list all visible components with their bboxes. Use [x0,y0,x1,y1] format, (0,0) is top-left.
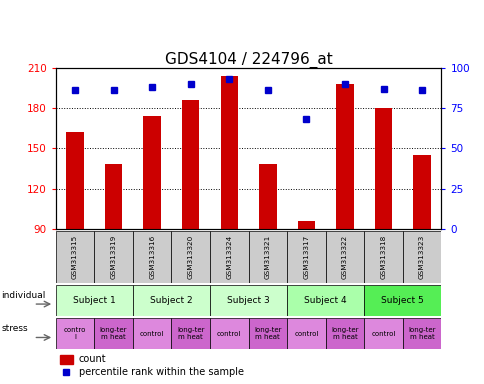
Bar [220,76,238,229]
Bar [171,318,210,349]
Bar [287,285,363,316]
Bar [287,318,325,349]
Bar [363,285,440,316]
Bar [297,221,315,229]
Bar [56,285,133,316]
Text: GSM313319: GSM313319 [110,235,116,279]
Text: stress: stress [1,324,28,333]
Text: long-ter
m heat: long-ter m heat [177,327,204,340]
Text: percentile rank within the sample: percentile rank within the sample [79,367,243,377]
Text: Subject 2: Subject 2 [150,296,192,305]
Bar [171,231,210,283]
Text: Subject 4: Subject 4 [304,296,346,305]
Bar [210,285,287,316]
Bar [374,108,392,229]
Text: individual: individual [1,291,45,300]
Text: Subject 1: Subject 1 [73,296,116,305]
Bar [133,231,171,283]
Bar [66,132,84,229]
Text: GSM313318: GSM313318 [380,235,386,279]
Text: long-ter
m heat: long-ter m heat [254,327,281,340]
Bar [325,231,363,283]
Bar [402,318,440,349]
Bar [182,100,199,229]
Bar [133,285,210,316]
Bar [56,231,94,283]
Bar [143,116,161,229]
Bar [210,318,248,349]
Text: GSM313321: GSM313321 [264,235,270,279]
Text: count: count [79,354,106,364]
Text: GSM313315: GSM313315 [72,235,78,279]
Bar [248,318,287,349]
Bar [133,318,171,349]
Bar [325,318,363,349]
Text: GSM313322: GSM313322 [341,235,347,279]
Text: long-ter
m heat: long-ter m heat [100,327,127,340]
Text: GSM313324: GSM313324 [226,235,232,279]
Bar [402,231,440,283]
Bar [248,231,287,283]
Bar [210,231,248,283]
Bar [94,318,133,349]
Bar [56,318,94,349]
Text: control: control [217,331,241,337]
Bar [363,318,402,349]
Title: GDS4104 / 224796_at: GDS4104 / 224796_at [165,51,332,68]
Text: long-ter
m heat: long-ter m heat [331,327,358,340]
Text: control: control [294,331,318,337]
Text: Subject 3: Subject 3 [227,296,270,305]
Text: GSM313317: GSM313317 [303,235,309,279]
Bar [363,231,402,283]
Text: GSM313320: GSM313320 [187,235,193,279]
Text: long-ter
m heat: long-ter m heat [408,327,435,340]
Text: control: control [140,331,164,337]
Bar [105,164,122,229]
Bar [94,231,133,283]
Bar [412,155,430,229]
Text: control: control [371,331,395,337]
Text: GSM313323: GSM313323 [418,235,424,279]
Bar [287,231,325,283]
Bar [60,355,73,364]
Text: GSM313316: GSM313316 [149,235,155,279]
Bar [335,84,353,229]
Text: Subject 5: Subject 5 [380,296,424,305]
Text: contro
l: contro l [64,327,86,340]
Bar [258,164,276,229]
